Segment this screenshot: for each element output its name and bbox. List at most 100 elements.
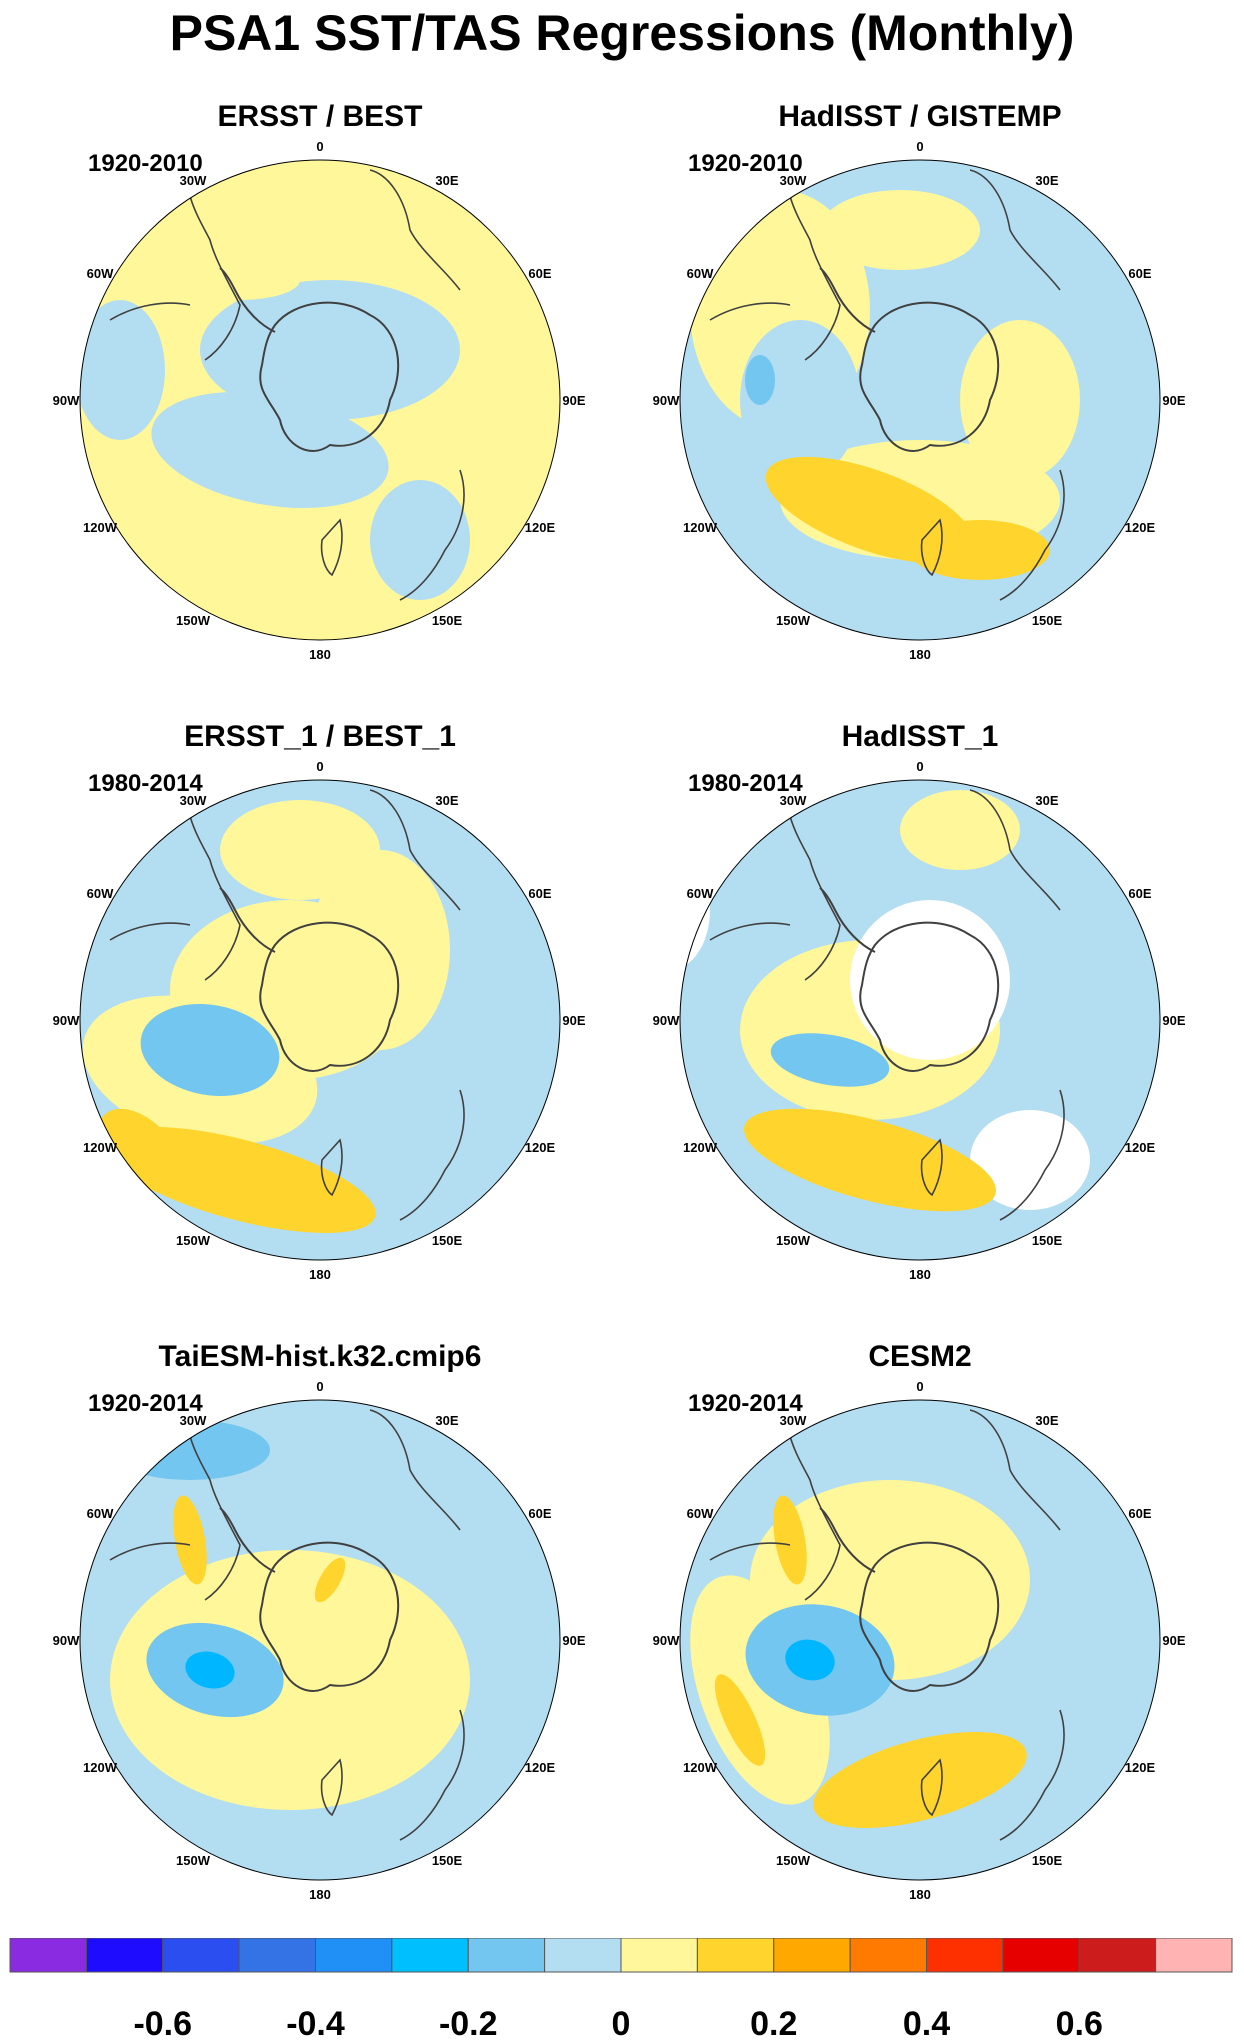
new-zealand-coastline [920,1138,943,1197]
longitude-label: 30W [180,173,207,188]
south-america-coastline [786,160,841,361]
longitude-label: 0 [916,759,923,774]
longitude-label: 90W [653,393,680,408]
negative-anomaly-region [370,480,470,600]
panel-title: HadISST / GISTEMP [778,100,1062,133]
antarctic-peninsula-coastline [819,1507,876,1573]
longitude-label: 150E [432,613,463,628]
australia-coastline [399,469,465,601]
polar-stereographic-map: 0 30E 60E 90E 120E 150E 180 150W 120W 90W 60W 30W [653,1379,1186,1902]
strong-positive-anomaly-region [744,1108,996,1212]
colorbar [9,1938,1233,1973]
map-border [79,1399,561,1881]
longitude-label: 120W [683,520,718,535]
new-zealand-coastline [920,1758,943,1817]
longitude-label: 60W [87,1506,114,1521]
new-zealand-coastline [320,1138,343,1197]
map-panel: 0 30E 60E 90E 120E 150E 180 150W 120W 90W 60W 30W Ha… [640,720,1200,1320]
longitude-label: 180 [909,647,931,662]
longitude-label: 0 [316,759,323,774]
map-panel: 0 30E 60E 90E 120E 150E 180 150W 120W 90W 60W 30W ER… [40,720,600,1320]
map-panel: 0 30E 60E 90E 120E 150E 180 150W 120W 90W 60W 30W Ta… [40,1340,600,1940]
longitude-label: 120E [1125,520,1156,535]
south-america-coastline [786,780,841,981]
colorbar-swatch [620,1938,698,1973]
panel-title: TaiESM-hist.k32.cmip6 [158,1340,482,1373]
africa-coastline [369,1409,461,1531]
longitude-label: 60E [1128,266,1151,281]
longitude-label: 180 [909,1887,931,1902]
longitude-label: 150W [776,1233,811,1248]
negative-anomaly-region [110,1420,270,1480]
colorbar-tick-label: 0.2 [750,2005,798,2043]
antarctic-peninsula-coastline [819,267,876,333]
longitude-label: 90W [53,1633,80,1648]
longitude-label: 30W [780,173,807,188]
strong-positive-anomaly-region [773,1495,807,1585]
strong-positive-anomaly-region [314,1557,346,1603]
negative-anomaly-core [785,1639,835,1681]
longitude-label: 30E [1035,793,1058,808]
longitude-label: 120E [1125,1760,1156,1775]
polar-stereographic-map: 0 30E 60E 90E 120E 150E 180 150W 120W 90W 60W 30W [653,139,1186,662]
colorbar-swatch [85,1938,164,1973]
africa-coastline [969,789,1061,911]
australia-coastline [399,1089,465,1221]
south-america-west-coastline [709,1542,791,1561]
australia-coastline [999,1709,1065,1841]
longitude-label: 180 [309,647,331,662]
panel-title: CESM2 [868,1340,972,1373]
longitude-label: 120E [525,520,556,535]
negative-anomaly-core [745,355,775,405]
figure-title: PSA1 SST/TAS Regressions (Monthly) [169,5,1075,61]
longitude-label: 30W [180,793,207,808]
longitude-label: 90E [562,1013,585,1028]
longitude-label: 120E [525,1760,556,1775]
colorbar-swatch [1078,1938,1157,1973]
longitude-label: 30W [780,1413,807,1428]
positive-anomaly-region [820,190,980,270]
south-america-coastline [786,1400,841,1601]
south-america-coastline [186,160,241,361]
longitude-label: 30E [435,793,458,808]
longitude-label: 0 [916,1379,923,1394]
antarctica-coastline [259,921,400,1072]
colorbar-tick-label: -0.2 [438,2005,498,2043]
longitude-label: 120W [83,1140,118,1155]
map-panel: 0 30E 60E 90E 120E 150E 180 150W 120W 90W 60W 30W CE… [640,1340,1200,1940]
longitude-label: 90E [562,1633,585,1648]
colorbar-tick-label: 0.6 [1055,2005,1103,2043]
longitude-label: 120E [1125,1140,1156,1155]
colorbar-swatch [696,1938,775,1973]
colorbar-swatch [1002,1938,1080,1973]
south-america-coastline [186,1400,241,1601]
longitude-label: 150E [432,1853,463,1868]
longitude-label: 120W [683,1760,718,1775]
colorbar-tick-label: 0.4 [902,2005,951,2043]
new-zealand-coastline [320,1758,343,1817]
colorbar-tick-label: -0.6 [133,2005,193,2043]
colorbar-swatch [391,1938,469,1973]
panel-period: 1920-2014 [88,1390,203,1417]
longitude-label: 150E [1032,1233,1063,1248]
longitude-label: 150W [176,1853,211,1868]
antarctic-peninsula-coastline [219,887,276,953]
colorbar-swatch [773,1938,851,1973]
australia-coastline [399,1709,465,1841]
longitude-label: 30E [1035,1413,1058,1428]
longitude-label: 150W [776,613,811,628]
south-america-west-coastline [709,922,791,941]
longitude-label: 150E [1032,613,1063,628]
south-america-west-coastline [109,302,191,321]
longitude-label: 90W [653,1013,680,1028]
negative-anomaly-region [80,300,165,440]
longitude-label: 60W [87,266,114,281]
colorbar-swatch [1155,1938,1233,1973]
negative-anomaly-core [185,1651,235,1689]
longitude-label: 150W [176,613,211,628]
longitude-label: 90W [653,1633,680,1648]
panel-title: ERSST / BEST [217,100,423,133]
map-border [679,1399,1161,1881]
longitude-label: 150W [776,1853,811,1868]
panel-period: 1920-2014 [688,1390,803,1417]
